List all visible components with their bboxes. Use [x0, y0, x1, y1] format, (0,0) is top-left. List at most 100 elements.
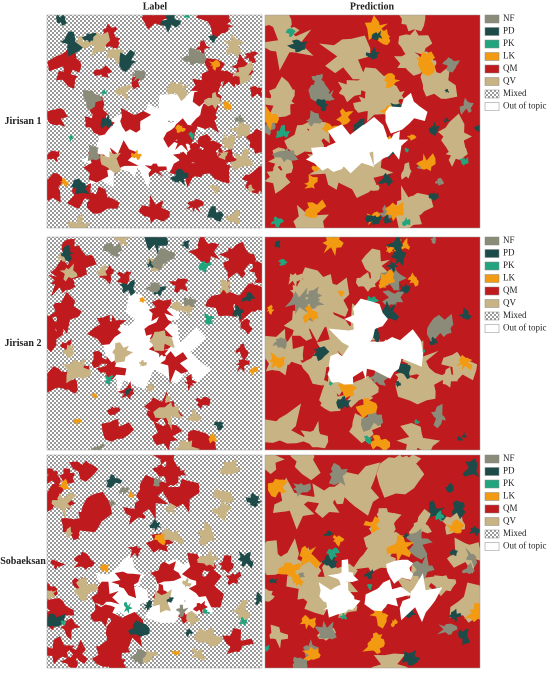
map-patch [168, 278, 189, 294]
legend-swatch [484, 517, 500, 526]
map-patch [91, 581, 120, 606]
map-patch [60, 619, 67, 626]
map-patch [62, 358, 91, 384]
map-patch [462, 458, 480, 478]
map-patch [170, 168, 189, 186]
map-patch [394, 381, 402, 388]
map-patch [152, 475, 163, 487]
legend-label: PK [503, 260, 515, 270]
map-patch [386, 535, 415, 563]
map-patch [149, 330, 175, 351]
map-patch [237, 550, 254, 569]
map-patch [209, 185, 220, 195]
map-patch [429, 336, 438, 346]
map-patch [128, 491, 135, 499]
map-patch [56, 15, 67, 26]
map-patch [136, 474, 172, 520]
map-patch [225, 571, 242, 586]
legend-label: QV [503, 298, 516, 308]
map-patch [435, 177, 444, 186]
map-patch [47, 291, 82, 334]
map-patch [278, 258, 288, 266]
map-patch [385, 237, 404, 253]
map-patch [272, 147, 299, 163]
map-patch [67, 183, 99, 209]
map-patch [438, 113, 472, 158]
map-patch [119, 279, 136, 296]
map-patch [188, 131, 196, 141]
map-patch [47, 590, 57, 600]
panel-border [46, 14, 263, 229]
map-patch [59, 378, 78, 394]
map-patch [278, 562, 301, 578]
map-patch [59, 263, 78, 282]
legend-swatch [484, 467, 500, 476]
map-patch [445, 147, 468, 167]
legend-label: Mixed [503, 310, 527, 320]
map-patch [435, 510, 445, 522]
map-patch [461, 431, 467, 438]
legend-label: PK [503, 478, 515, 488]
legend-swatch [484, 27, 500, 36]
map-patch [164, 395, 172, 403]
map-patch [70, 178, 90, 194]
map-patch [101, 418, 135, 442]
map-patch [50, 258, 76, 294]
map-patch [323, 530, 333, 537]
map-patch [386, 559, 414, 584]
map-panel [265, 455, 480, 668]
map-patch [149, 518, 162, 532]
map-patch [452, 500, 466, 520]
map-patch [384, 201, 404, 222]
map-patch [456, 436, 463, 441]
map-patch [204, 313, 215, 325]
map-patch [382, 290, 405, 307]
panel-border [264, 236, 481, 451]
map-patch [265, 455, 285, 475]
map-patch [175, 302, 193, 318]
map-patch [443, 117, 450, 124]
map-patch [106, 406, 121, 416]
map-patch [276, 124, 291, 138]
legend-label: Out of topic [503, 101, 547, 111]
map-patch [223, 33, 244, 57]
map-patch [211, 15, 234, 36]
map-patch [67, 134, 74, 143]
map-patch [67, 213, 91, 228]
map-patch [186, 610, 200, 628]
legend-swatch [484, 64, 500, 74]
map-patch [90, 31, 111, 58]
map-patch [239, 318, 253, 335]
map-patch [247, 184, 256, 193]
map-patch [105, 474, 123, 488]
legend-label: QM [503, 285, 518, 295]
map-patch [83, 89, 103, 111]
legend-label: PD [503, 248, 515, 258]
map-panel [47, 455, 262, 668]
map-patch [265, 104, 280, 131]
map-patch [292, 574, 304, 587]
map-patch [267, 478, 289, 498]
map-patch [208, 34, 218, 43]
map-patch [225, 209, 241, 225]
map-patch [180, 47, 207, 66]
map-panel [265, 15, 480, 228]
map-patch [163, 118, 198, 148]
map-patch [356, 272, 377, 292]
map-patch [448, 608, 462, 624]
legend-label: QV [503, 76, 516, 86]
map-patch [290, 455, 321, 481]
legend-swatch [484, 504, 500, 514]
legend-swatch [484, 311, 500, 321]
map-patch [444, 88, 450, 94]
map-patch [220, 459, 242, 475]
map-patch [60, 31, 83, 57]
map-patch [142, 599, 153, 611]
map-patch [337, 290, 345, 297]
legend-swatch [484, 492, 500, 501]
map-patch [47, 172, 65, 203]
map-patch [241, 291, 256, 302]
legend-swatch [484, 529, 500, 539]
legend-swatch [484, 479, 500, 489]
